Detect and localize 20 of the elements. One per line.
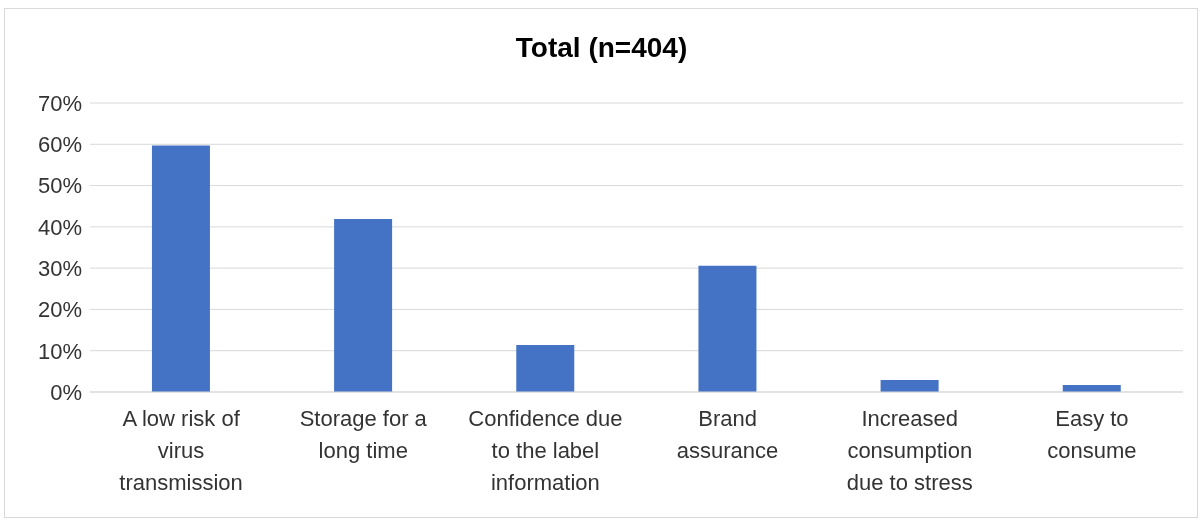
bar — [151, 145, 210, 392]
y-tick-label: 10% — [37, 338, 82, 364]
y-tick-label: 70% — [37, 90, 82, 116]
y-tick-label: 30% — [37, 255, 82, 281]
y-tick-label: 50% — [37, 173, 82, 199]
bar — [334, 219, 393, 392]
x-tick-label: Confidence due to the label information — [468, 406, 623, 495]
x-tick-label: Storage for a long time — [299, 406, 428, 463]
x-tick-label: Increased consumption due to stress — [846, 406, 973, 495]
y-tick-label: 40% — [37, 214, 82, 240]
bar — [516, 344, 575, 392]
bar — [698, 265, 757, 392]
bar — [880, 380, 939, 392]
x-tick-label: Brand assurance — [676, 406, 779, 463]
x-tick-label: Easy to consume — [1047, 406, 1137, 463]
x-tick-label: A low risk of virus transmission — [119, 406, 243, 495]
y-tick-label: 20% — [37, 297, 82, 323]
chart-title: Total (n=404) — [514, 32, 689, 64]
y-tick-label: 0% — [50, 379, 82, 405]
y-tick-label: 60% — [37, 132, 82, 158]
